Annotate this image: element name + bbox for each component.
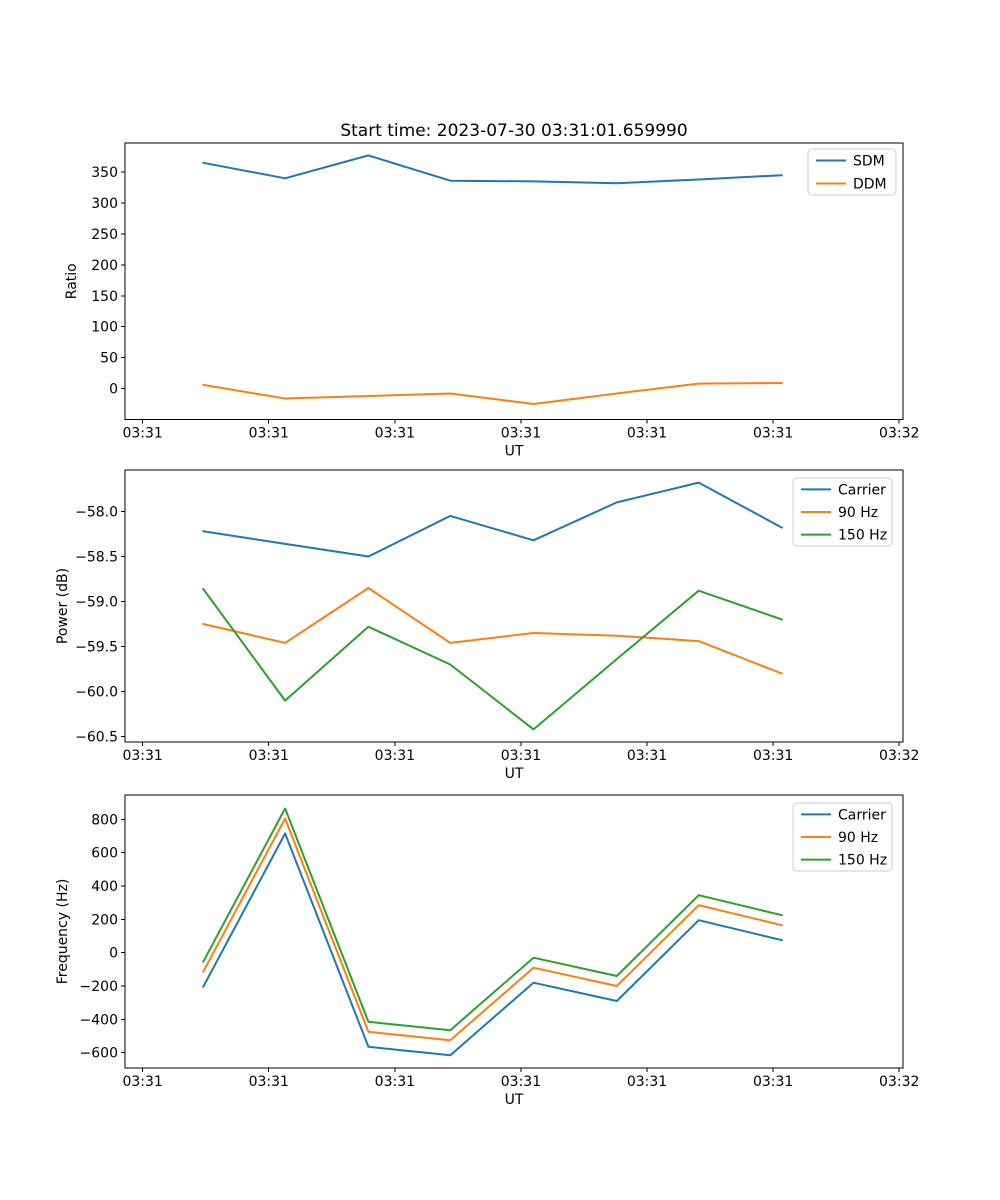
legend-label: Carrier xyxy=(838,807,886,823)
x-tick-label: 03:31 xyxy=(122,1074,162,1090)
series-line-90-hz xyxy=(202,587,783,675)
series-line-sdm xyxy=(202,154,783,185)
x-tick-label: 03:31 xyxy=(753,1074,793,1090)
y-tick-label: 200 xyxy=(91,258,118,274)
x-axis-label: UT xyxy=(505,444,524,460)
legend-box xyxy=(792,477,893,547)
y-tick-label: 800 xyxy=(91,812,118,828)
x-tick-label: 03:31 xyxy=(122,748,162,764)
legend-box xyxy=(792,802,893,872)
y-tick-label: 600 xyxy=(91,846,118,862)
x-tick-label: 03:31 xyxy=(753,748,793,764)
y-axis-label: Power (dB) xyxy=(55,568,71,644)
legend-label: 90 Hz xyxy=(838,505,878,521)
y-tick-label: −200 xyxy=(80,979,118,995)
x-tick-label: 03:31 xyxy=(501,1074,541,1090)
x-tick-label: 03:31 xyxy=(627,426,667,442)
x-tick-label: 03:31 xyxy=(627,748,667,764)
y-tick-label: −58.0 xyxy=(75,504,118,520)
y-tick-label: 400 xyxy=(91,879,118,895)
y-axis-label: Ratio xyxy=(64,263,80,299)
y-axis-label: Frequency (Hz) xyxy=(55,879,71,985)
x-tick-label: 03:31 xyxy=(753,426,793,442)
y-tick-label: −60.5 xyxy=(75,730,118,746)
axes-spines xyxy=(124,142,904,420)
x-tick-label: 03:31 xyxy=(501,748,541,764)
series-line-carrier xyxy=(202,832,783,1057)
axes-spines xyxy=(124,794,904,1069)
series-line-ddm xyxy=(202,382,783,405)
series-line-90-hz xyxy=(202,817,783,1042)
subplot-2: 03:31 03:31 03:31 03:31 03:31 03:31 03:32 UT −58… xyxy=(55,469,919,782)
x-tick-label: 03:31 xyxy=(249,426,289,442)
y-tick-label: −60.0 xyxy=(75,685,118,701)
x-tick-label: 03:31 xyxy=(627,1074,667,1090)
x-tick-label: 03:31 xyxy=(375,1074,415,1090)
y-tick-label: 50 xyxy=(100,351,118,367)
x-tick-label: 03:31 xyxy=(122,426,162,442)
series-line-carrier xyxy=(202,481,783,558)
y-tick-label: 200 xyxy=(91,912,118,928)
x-tick-label: 03:32 xyxy=(879,748,919,764)
legend-label: 90 Hz xyxy=(838,830,878,846)
x-axis-label: UT xyxy=(505,766,524,782)
y-tick-label: 300 xyxy=(91,196,118,212)
legend-label: DDM xyxy=(853,177,887,193)
x-tick-label: 03:31 xyxy=(501,426,541,442)
x-tick-label: 03:31 xyxy=(249,1074,289,1090)
legend: Carrier 90 Hz 150 Hz xyxy=(792,477,893,547)
y-tick-label: 0 xyxy=(109,946,118,962)
series-line-150-hz xyxy=(202,587,783,731)
subplot-1: 03:31 03:31 03:31 03:31 03:31 03:31 03:32 UT 0 50… xyxy=(64,142,919,460)
legend-label: 150 Hz xyxy=(838,853,887,869)
x-tick-label: 03:31 xyxy=(375,748,415,764)
x-tick-label: 03:32 xyxy=(879,1074,919,1090)
x-axis-label: UT xyxy=(505,1092,524,1108)
x-tick-label: 03:32 xyxy=(879,426,919,442)
y-tick-label: −59.5 xyxy=(75,640,118,656)
subplot-3: 03:31 03:31 03:31 03:31 03:31 03:31 03:32 UT 800… xyxy=(55,794,919,1108)
x-tick-label: 03:31 xyxy=(249,748,289,764)
y-tick-label: −59.0 xyxy=(75,594,118,610)
x-tick-label: 03:31 xyxy=(375,426,415,442)
y-tick-label: 150 xyxy=(91,289,118,305)
legend-label: SDM xyxy=(853,154,885,170)
legend: SDM DDM xyxy=(807,148,897,196)
y-tick-label: 350 xyxy=(91,165,118,181)
y-tick-label: −400 xyxy=(80,1012,118,1028)
legend: Carrier 90 Hz 150 Hz xyxy=(792,802,893,872)
y-tick-label: 100 xyxy=(91,320,118,336)
y-tick-label: −600 xyxy=(80,1046,118,1062)
y-tick-label: 250 xyxy=(91,227,118,243)
legend-label: 150 Hz xyxy=(838,528,887,544)
y-tick-label: 0 xyxy=(109,382,118,398)
figure-title: Start time: 2023-07-30 03:31:01.659990 xyxy=(340,121,688,141)
legend-label: Carrier xyxy=(838,482,886,498)
series-line-150-hz xyxy=(202,807,783,1032)
axes-spines xyxy=(124,469,904,743)
y-tick-label: −58.5 xyxy=(75,549,118,565)
